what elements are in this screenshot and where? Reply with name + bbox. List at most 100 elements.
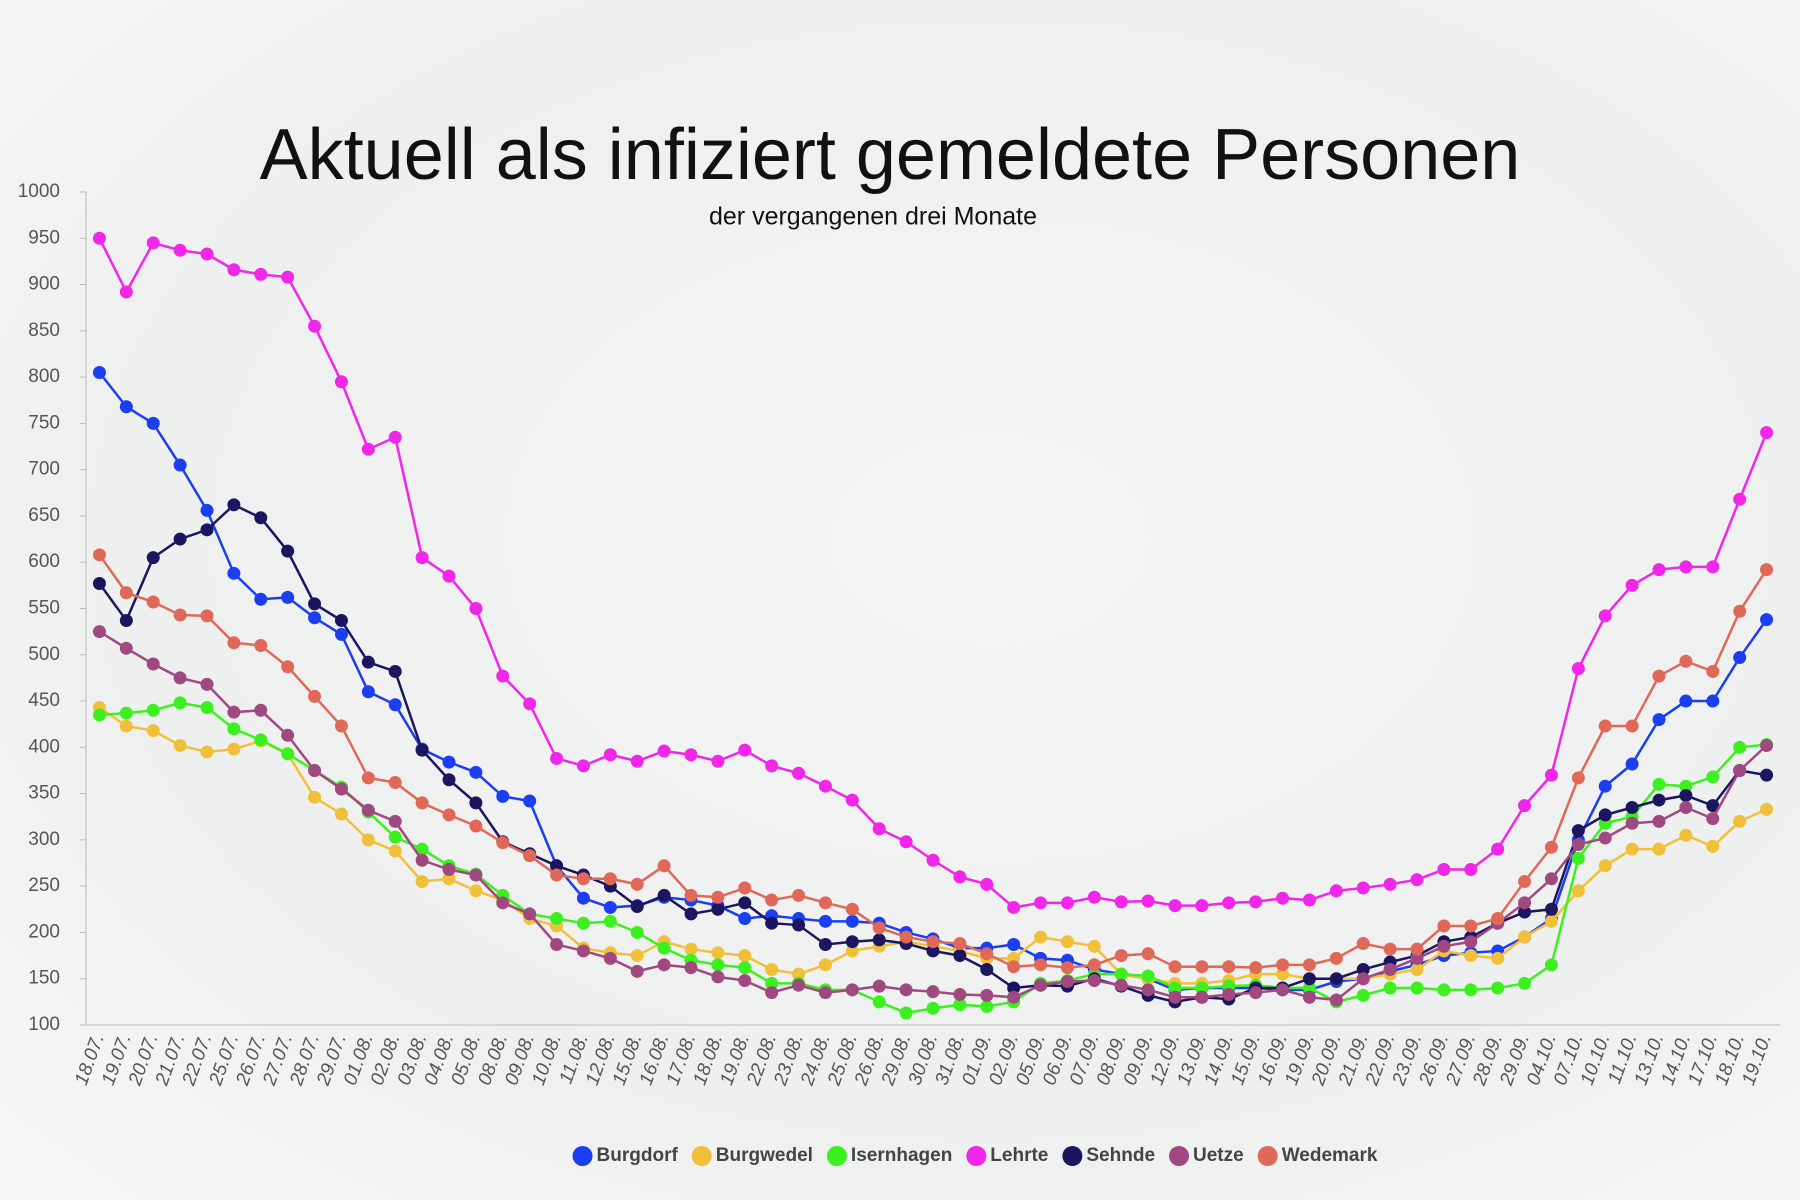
data-point — [523, 697, 537, 711]
data-point — [684, 888, 698, 902]
data-point — [899, 1006, 913, 1020]
data-point — [872, 933, 886, 947]
data-point — [146, 703, 160, 717]
data-point — [442, 872, 456, 886]
data-point — [630, 900, 644, 914]
data-point — [657, 958, 671, 972]
data-point — [361, 685, 375, 699]
data-point — [1598, 719, 1612, 733]
chart-subtitle: der vergangenen drei Monate — [709, 203, 1037, 231]
data-point — [1329, 993, 1343, 1007]
data-point — [711, 754, 725, 768]
data-point — [603, 900, 617, 914]
legend-label: Burgdorf — [597, 1145, 679, 1166]
data-point — [738, 949, 752, 963]
data-point — [1168, 981, 1182, 995]
data-point — [442, 569, 456, 583]
data-point — [388, 830, 402, 844]
data-point — [1356, 988, 1370, 1002]
data-point — [630, 754, 644, 768]
data-point — [415, 842, 429, 856]
data-point — [1356, 881, 1370, 895]
data-point — [415, 743, 429, 757]
data-point — [657, 941, 671, 955]
data-point — [1733, 740, 1747, 754]
data-point — [1222, 896, 1236, 910]
data-point — [92, 577, 106, 591]
data-point — [1733, 651, 1747, 665]
data-point — [684, 961, 698, 975]
data-point — [173, 458, 187, 472]
legend-label: Wedemark — [1282, 1145, 1378, 1166]
data-point — [603, 951, 617, 965]
legend-swatch — [826, 1146, 847, 1166]
data-point — [1114, 967, 1128, 981]
data-point — [1141, 947, 1155, 961]
data-point — [388, 776, 402, 790]
data-point — [953, 870, 967, 884]
legend-swatch — [1169, 1146, 1190, 1166]
data-point — [899, 930, 913, 944]
data-point — [872, 921, 886, 935]
data-point — [711, 970, 725, 984]
data-point — [872, 822, 886, 836]
data-point — [523, 849, 537, 863]
data-point — [657, 859, 671, 873]
data-point — [469, 819, 483, 833]
data-point — [1195, 960, 1209, 974]
data-point — [308, 763, 322, 777]
data-point — [254, 733, 268, 747]
data-point — [1706, 770, 1720, 784]
data-point — [1356, 962, 1370, 976]
y-tick-label: 750 — [28, 412, 60, 433]
data-point — [1034, 896, 1048, 910]
data-point — [92, 548, 106, 562]
data-point — [442, 863, 456, 877]
data-point — [765, 916, 779, 930]
data-point — [792, 967, 806, 981]
y-tick-label: 650 — [28, 505, 60, 526]
data-point — [119, 400, 133, 414]
data-point — [926, 853, 940, 867]
data-point — [227, 566, 241, 580]
data-point — [1491, 981, 1505, 995]
data-point — [684, 907, 698, 921]
data-point — [1491, 842, 1505, 856]
data-point — [1410, 873, 1424, 887]
data-point — [119, 706, 133, 720]
data-point — [1410, 962, 1424, 976]
data-point — [308, 689, 322, 703]
data-point — [980, 947, 994, 961]
data-point — [765, 962, 779, 976]
data-point — [1034, 958, 1048, 972]
data-point — [792, 918, 806, 932]
y-tick-label: 700 — [28, 459, 60, 480]
data-point — [1706, 560, 1720, 574]
data-point — [899, 983, 913, 997]
data-point — [1625, 842, 1639, 856]
data-point — [415, 551, 429, 565]
y-tick-label: 250 — [28, 875, 60, 896]
data-point — [334, 807, 348, 821]
data-point — [1544, 902, 1558, 916]
data-point — [496, 896, 510, 910]
data-point — [308, 319, 322, 333]
data-point — [173, 696, 187, 710]
data-point — [1652, 669, 1666, 683]
data-point — [1168, 899, 1182, 913]
data-point — [146, 551, 160, 565]
chart-title: Aktuell als infiziert gemeldete Personen — [260, 115, 1521, 195]
data-point — [254, 511, 268, 525]
data-point — [1464, 863, 1478, 877]
data-point — [146, 595, 160, 609]
data-point — [200, 609, 214, 623]
data-point — [146, 724, 160, 738]
data-point — [173, 738, 187, 752]
data-point — [845, 793, 859, 807]
data-point — [1087, 974, 1101, 988]
data-point — [496, 836, 510, 850]
data-point — [630, 949, 644, 963]
data-point — [738, 896, 752, 910]
data-point — [254, 592, 268, 606]
